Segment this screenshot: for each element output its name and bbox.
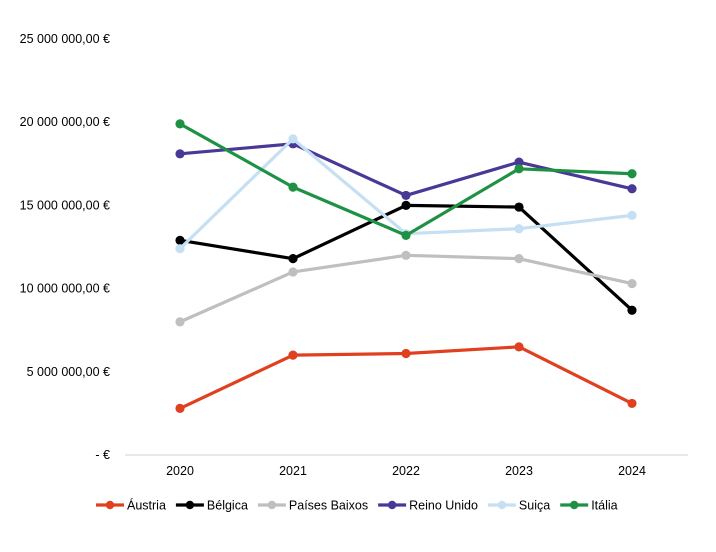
data-point (627, 305, 637, 315)
legend: Áustria Bélgica Países Baixos Reino Unido Su… (96, 498, 618, 513)
legend-item: Reino Unido (378, 499, 478, 513)
series-line (178, 122, 634, 237)
y-tick-label: 5 000 000,00 € (27, 365, 110, 379)
data-point (627, 210, 637, 220)
data-point (514, 342, 524, 352)
y-tick-label: 10 000 000,00 € (20, 282, 110, 296)
legend-label: Reino Unido (409, 499, 478, 513)
legend-swatch-marker (497, 500, 507, 510)
data-point (175, 403, 185, 414)
x-tick-label: 2020 (166, 464, 194, 478)
data-point (175, 149, 185, 159)
data-point (401, 250, 411, 260)
data-point (288, 134, 298, 144)
series-1 (175, 200, 637, 315)
legend-item: Países Baixos (257, 499, 368, 513)
data-point (627, 184, 637, 194)
x-tick-label: 2021 (279, 464, 307, 478)
legend-item: Suiça (487, 499, 550, 513)
x-tick-label: 2023 (505, 464, 533, 478)
data-point (288, 267, 298, 277)
data-point (627, 279, 637, 289)
data-point (514, 202, 524, 212)
data-point (288, 182, 298, 192)
legend-swatch-marker (267, 500, 277, 510)
series-0 (175, 342, 637, 414)
data-point (401, 190, 411, 201)
y-tick-label: 15 000 000,00 € (20, 198, 110, 212)
legend-item: Áustria (96, 498, 166, 513)
legend-label: Países Baixos (289, 499, 368, 513)
data-point (401, 200, 411, 210)
legend-label: Bélgica (207, 499, 248, 513)
data-point (175, 235, 185, 245)
data-point (627, 398, 637, 409)
legend-item: Bélgica (175, 499, 248, 513)
legend-label: Áustria (127, 498, 166, 513)
legend-label: Itália (591, 499, 617, 513)
legend-swatch-marker (570, 500, 579, 510)
data-point (627, 169, 637, 179)
y-axis-labels: - € 5 000 000,00 € 10 000 000,00 € 15 000 0… (20, 32, 110, 462)
series-2 (175, 250, 637, 327)
data-point (401, 230, 411, 240)
data-point (175, 244, 185, 254)
legend-swatch-marker (105, 500, 115, 510)
data-point (288, 350, 298, 360)
legend-label: Suiça (519, 499, 550, 513)
series-line (178, 253, 634, 324)
data-point (514, 164, 524, 174)
data-point (514, 224, 524, 234)
y-tick-label: - € (95, 448, 110, 462)
y-tick-label: 20 000 000,00 € (20, 115, 110, 129)
data-point (288, 254, 298, 264)
series-group (175, 119, 637, 414)
data-point (514, 157, 524, 167)
legend-swatch-marker (185, 500, 195, 510)
x-tick-label: 2022 (392, 464, 420, 478)
data-point (175, 317, 185, 327)
data-point (175, 119, 185, 129)
legend-item: Itália (560, 499, 618, 513)
series-5 (175, 119, 637, 240)
data-point (514, 254, 524, 264)
legend-swatch-marker (387, 500, 397, 510)
y-tick-label: 25 000 000,00 € (20, 32, 110, 46)
data-point (401, 348, 411, 359)
x-tick-label: 2024 (618, 464, 646, 478)
x-axis-labels: 2020 2021 2022 2023 2024 (166, 464, 646, 478)
